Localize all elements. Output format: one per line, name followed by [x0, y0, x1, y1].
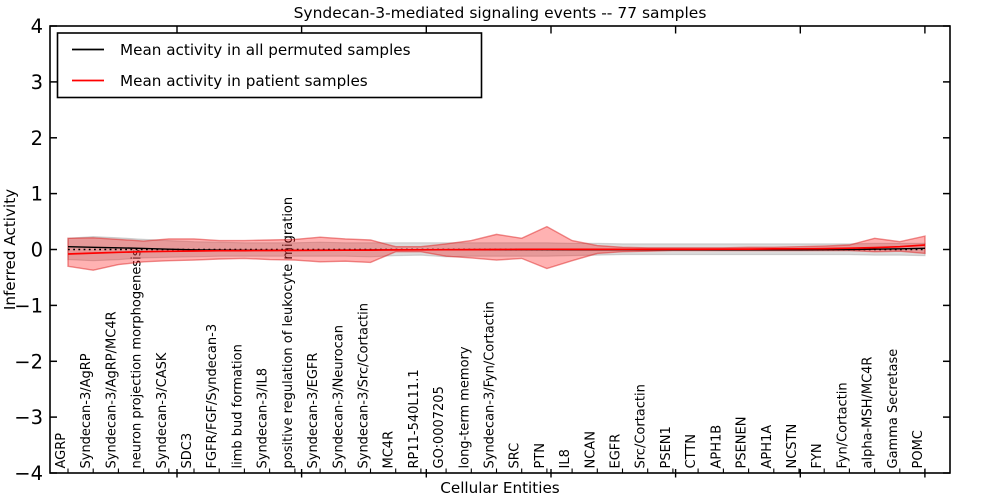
x-tick-label: limb bud formation [230, 344, 245, 468]
legend-label-patient: Mean activity in patient samples [120, 72, 368, 90]
x-tick-label: PSENEN [735, 417, 750, 469]
x-tick-label: Syndecan-3/Neurocan [331, 325, 346, 468]
y-tick-label: 0 [31, 239, 43, 262]
y-tick-label: −3 [14, 406, 43, 429]
x-tick-label: Src/Cortactin [634, 384, 649, 468]
x-tick-label: Fyn/Cortactin [835, 382, 850, 468]
y-tick-label: 1 [31, 183, 43, 206]
legend-box [56, 32, 483, 99]
legend: Mean activity in all permuted samples Me… [56, 32, 483, 99]
y-tick-label: 3 [31, 71, 43, 94]
x-tick-label: FGFR/FGF/Syndecan-3 [205, 324, 220, 469]
x-tick-label: Gamma Secretase [886, 349, 901, 469]
x-tick-label: alpha-MSH/MC4R [861, 357, 876, 469]
line-patient-mean [67, 244, 926, 255]
x-tick-label: neuron projection morphogenesis [130, 249, 145, 468]
x-tick-label: Syndecan-3/AgRP/MC4R [104, 311, 119, 468]
plot-area: AGRP Syndecan-3/AgRP Syndecan-3/AgRP/MC4R n… [14, 15, 951, 485]
y-tick-label: 2 [31, 127, 43, 150]
x-tick-label: Syndecan-3/Src/Cortactin [357, 303, 372, 469]
x-tick-label: MC4R [382, 431, 397, 469]
x-tick-label: NCAN [583, 431, 598, 468]
legend-label-permuted: Mean activity in all permuted samples [120, 41, 411, 59]
band-permuted-range [67, 235, 926, 262]
x-tick-label: positive regulation of leukocyte migrati… [281, 197, 296, 469]
y-tick-label: −2 [14, 350, 43, 373]
x-tick-label: SRC [508, 443, 523, 469]
x-tick-label: PSEN1 [659, 426, 674, 468]
x-tick-label: IL8 [558, 449, 573, 468]
x-tick-label: CTTN [684, 434, 699, 468]
x-tick-label: PTN [533, 443, 548, 469]
chart-title: Syndecan-3-mediated signaling events -- … [294, 4, 707, 22]
y-tick-label: 4 [31, 15, 43, 38]
y-tick-label: −1 [14, 294, 43, 317]
x-tick-label: FYN [810, 443, 825, 468]
x-tick-label: GO:0007205 [432, 386, 447, 468]
x-tick-label: Syndecan-3/CASK [155, 352, 170, 468]
x-tick-label: Syndecan-3/Fyn/Cortactin [483, 301, 498, 468]
x-axis-label: Cellular Entities [440, 479, 560, 497]
x-tick-label: Syndecan-3/EGFR [306, 353, 321, 469]
x-tick-label: long-term memory [457, 346, 472, 468]
x-tick-label: POMC [911, 430, 926, 468]
x-tick-label: EGFR [609, 434, 624, 469]
x-tick-label: NCSTN [785, 424, 800, 469]
band-patient-range [67, 225, 926, 271]
x-tick-label: AGRP [54, 433, 69, 469]
x-tick-label: SDC3 [180, 433, 195, 469]
y-axis-label: Inferred Activity [1, 189, 19, 310]
x-tick-label: APH1A [760, 425, 775, 469]
x-tick-label: Syndecan-3/AgRP [79, 353, 94, 468]
x-tick-label: RP11-540L11.1 [407, 369, 422, 468]
x-tick-label: Syndecan-3/IL8 [256, 368, 271, 468]
x-tick-label: APH1B [709, 425, 724, 469]
y-tick-label: −4 [14, 462, 43, 485]
